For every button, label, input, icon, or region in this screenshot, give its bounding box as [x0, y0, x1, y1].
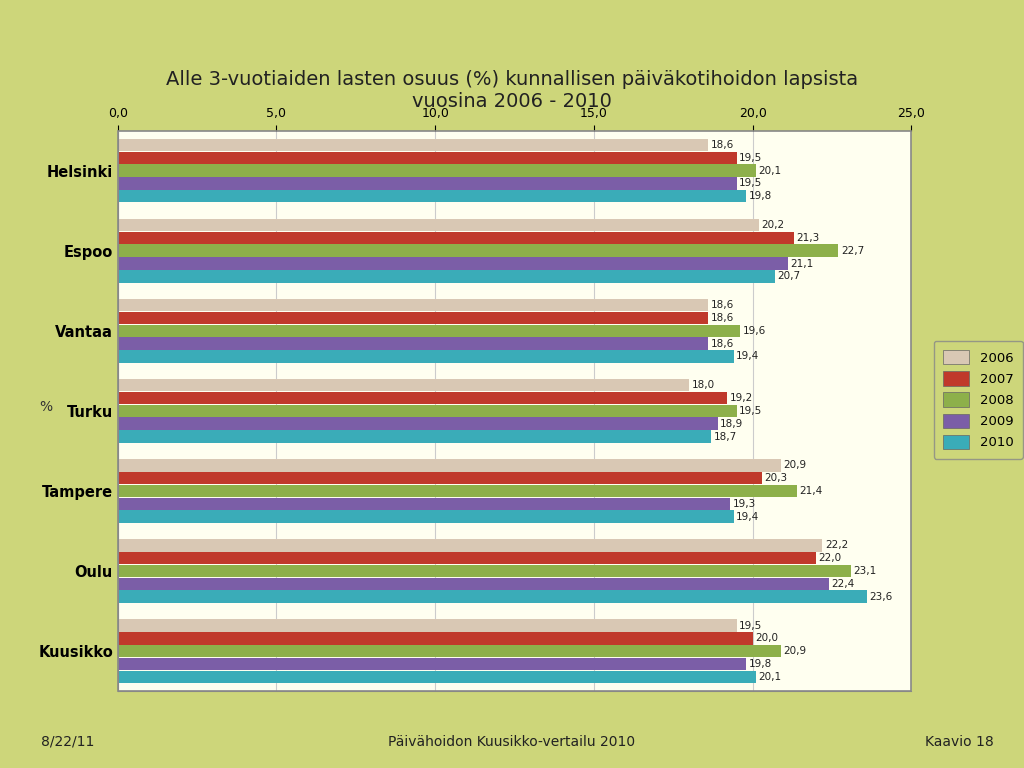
Bar	[118, 578, 828, 590]
Text: 20,9: 20,9	[783, 460, 807, 470]
Text: 19,5: 19,5	[739, 153, 763, 163]
Bar	[118, 459, 781, 472]
Text: 21,1: 21,1	[791, 259, 813, 269]
Bar	[118, 472, 762, 485]
Bar	[118, 139, 709, 151]
Bar	[118, 257, 787, 270]
Bar	[118, 430, 712, 442]
Bar	[118, 591, 867, 603]
Text: 19,8: 19,8	[749, 659, 772, 669]
Bar	[118, 219, 759, 231]
Text: 19,5: 19,5	[739, 178, 763, 188]
Text: 18,6: 18,6	[711, 313, 734, 323]
Bar	[118, 232, 794, 244]
Text: Alle 3-vuotiaiden lasten osuus (%) kunnallisen päiväkotihoidon lapsista
vuosina : Alle 3-vuotiaiden lasten osuus (%) kunna…	[166, 71, 858, 111]
Bar	[118, 270, 775, 283]
Text: 22,2: 22,2	[825, 541, 848, 551]
Text: 18,7: 18,7	[714, 432, 737, 442]
Bar	[118, 325, 740, 337]
Text: 20,7: 20,7	[777, 271, 801, 281]
Bar	[118, 379, 689, 392]
Bar	[118, 299, 709, 311]
Text: %: %	[40, 400, 52, 414]
Text: 23,6: 23,6	[869, 591, 893, 601]
Text: Päivähoidon Kuusikko-vertailu 2010: Päivähoidon Kuusikko-vertailu 2010	[388, 735, 636, 749]
Bar	[118, 619, 737, 632]
Bar	[118, 485, 797, 497]
Text: 18,6: 18,6	[711, 300, 734, 310]
Text: 8/22/11: 8/22/11	[41, 735, 94, 749]
Text: Kaavio 18: Kaavio 18	[925, 735, 993, 749]
Text: 20,0: 20,0	[755, 634, 778, 644]
Bar	[118, 405, 737, 417]
Text: 20,9: 20,9	[783, 646, 807, 656]
Bar	[118, 645, 781, 657]
Bar	[118, 564, 851, 578]
Bar	[118, 498, 730, 510]
Bar	[118, 632, 753, 644]
Bar	[118, 511, 733, 523]
Text: 19,3: 19,3	[733, 498, 756, 508]
Text: 22,4: 22,4	[831, 579, 855, 589]
Bar	[118, 539, 822, 551]
Bar	[118, 337, 709, 349]
Text: 20,1: 20,1	[759, 672, 781, 682]
Bar	[118, 350, 733, 362]
Bar	[118, 151, 737, 164]
Text: 19,8: 19,8	[749, 191, 772, 201]
Text: 19,4: 19,4	[736, 352, 760, 362]
Bar	[118, 552, 816, 564]
Bar	[118, 312, 709, 324]
Text: 19,5: 19,5	[739, 621, 763, 631]
Text: 18,6: 18,6	[711, 339, 734, 349]
Bar	[118, 657, 746, 670]
Text: 21,4: 21,4	[800, 486, 823, 496]
Text: 23,1: 23,1	[854, 566, 877, 576]
Text: 19,6: 19,6	[742, 326, 766, 336]
Bar	[118, 418, 718, 430]
Text: 22,7: 22,7	[841, 246, 864, 256]
Bar	[118, 244, 839, 257]
Bar	[118, 392, 727, 404]
Text: 19,5: 19,5	[739, 406, 763, 416]
Bar	[118, 670, 756, 683]
Text: 22,0: 22,0	[818, 553, 842, 563]
Text: 18,0: 18,0	[691, 380, 715, 390]
Bar	[118, 177, 737, 190]
Bar	[118, 164, 756, 177]
Text: 20,3: 20,3	[765, 473, 787, 483]
Text: 18,9: 18,9	[720, 419, 743, 429]
Text: 18,6: 18,6	[711, 140, 734, 150]
Text: 20,2: 20,2	[762, 220, 784, 230]
Legend: 2006, 2007, 2008, 2009, 2010: 2006, 2007, 2008, 2009, 2010	[934, 341, 1023, 458]
Bar	[118, 190, 746, 203]
Text: 21,3: 21,3	[797, 233, 819, 243]
Text: 19,2: 19,2	[730, 393, 753, 403]
Text: 20,1: 20,1	[759, 166, 781, 176]
Text: 19,4: 19,4	[736, 511, 760, 521]
